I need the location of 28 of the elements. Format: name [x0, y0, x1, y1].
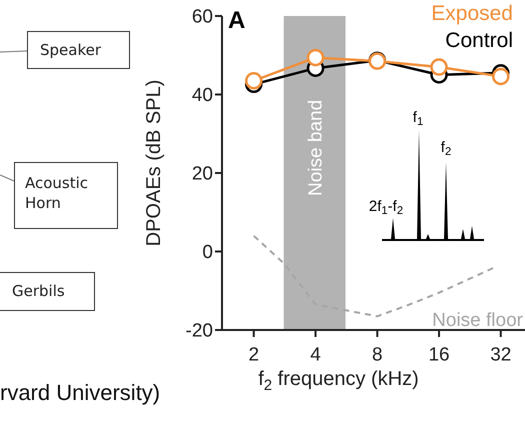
series-label: Noise floor [432, 310, 524, 332]
y-axis-title: DPOAEs (dB SPL) [143, 80, 165, 246]
point [306, 48, 324, 66]
series-label: Exposed [431, 1, 513, 27]
y-tick-label: -20 [186, 320, 213, 342]
point [245, 72, 263, 90]
annotation: 2f$_{1}$-f$_{2}$ [368, 198, 404, 218]
annotation: f$_{2}$ [440, 139, 452, 158]
x-tick-label: 8 [372, 344, 383, 366]
x-tick-label: 2 [248, 344, 260, 366]
point [492, 68, 510, 86]
x-tick-label: 4 [310, 344, 322, 366]
y-tick-label: 0 [202, 242, 213, 264]
band-label: Noise band [306, 100, 327, 196]
text: Acoustic Horn [25, 173, 90, 213]
x-axis-title: f$_{2}$ frequency (kHz) [258, 368, 419, 394]
y-tick-label: 60 [192, 6, 213, 28]
annotation: A [228, 7, 246, 34]
text: Speaker [40, 40, 102, 60]
x-tick-label: 16 [428, 344, 450, 366]
y-tick-label: 40 [192, 85, 213, 106]
text: rvard University) [0, 380, 160, 406]
text: Gerbils [12, 281, 65, 301]
annotation: f$_{1}$ [412, 109, 424, 128]
x-tick-label: 32 [490, 344, 512, 366]
point [430, 58, 448, 76]
y-tick-label: 20 [192, 164, 213, 185]
series-label: Control [444, 28, 513, 54]
